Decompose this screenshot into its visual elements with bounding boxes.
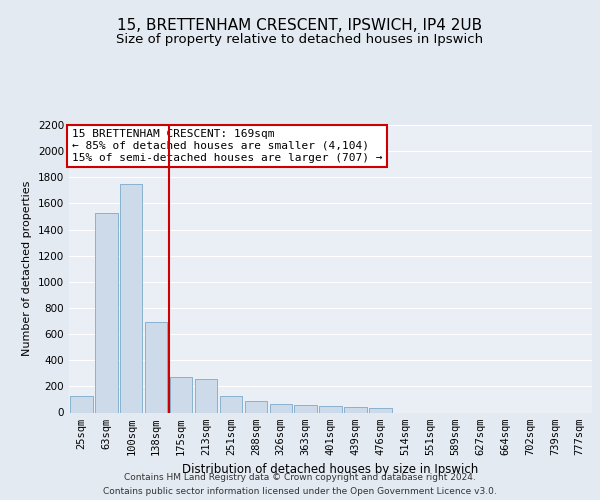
- Bar: [220, 396, 242, 412]
- Bar: [344, 406, 367, 412]
- Text: Contains HM Land Registry data © Crown copyright and database right 2024.: Contains HM Land Registry data © Crown c…: [124, 472, 476, 482]
- Y-axis label: Number of detached properties: Number of detached properties: [22, 181, 32, 356]
- Bar: [170, 377, 193, 412]
- Text: Size of property relative to detached houses in Ipswich: Size of property relative to detached ho…: [116, 32, 484, 46]
- Bar: [120, 184, 142, 412]
- Bar: [319, 406, 342, 412]
- Bar: [145, 322, 167, 412]
- Bar: [369, 408, 392, 412]
- Bar: [195, 378, 217, 412]
- Bar: [245, 400, 267, 412]
- X-axis label: Distribution of detached houses by size in Ipswich: Distribution of detached houses by size …: [182, 463, 479, 476]
- Text: 15 BRETTENHAM CRESCENT: 169sqm
← 85% of detached houses are smaller (4,104)
15% : 15 BRETTENHAM CRESCENT: 169sqm ← 85% of …: [71, 130, 382, 162]
- Bar: [295, 406, 317, 412]
- Text: 15, BRETTENHAM CRESCENT, IPSWICH, IP4 2UB: 15, BRETTENHAM CRESCENT, IPSWICH, IP4 2U…: [118, 18, 482, 32]
- Bar: [269, 404, 292, 412]
- Bar: [70, 396, 92, 412]
- Text: Contains public sector information licensed under the Open Government Licence v3: Contains public sector information licen…: [103, 488, 497, 496]
- Bar: [95, 212, 118, 412]
